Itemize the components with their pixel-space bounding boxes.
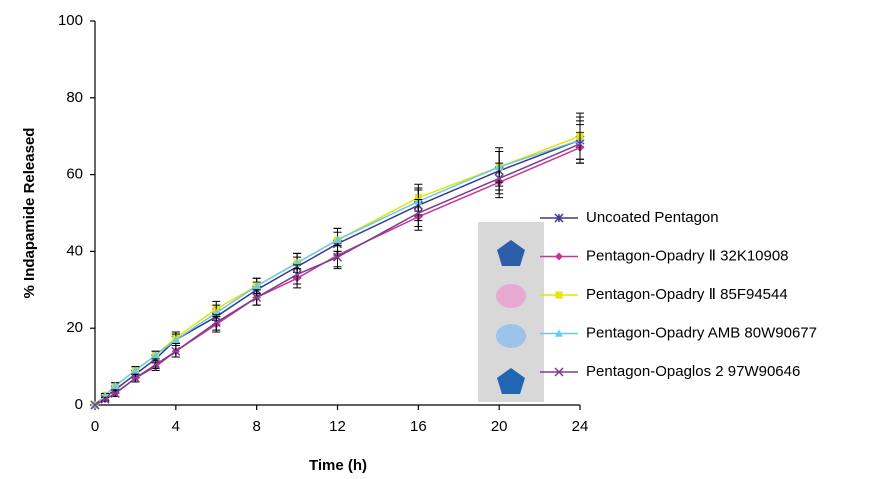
- marker: [130, 373, 140, 383]
- x-tick-label: 0: [91, 418, 99, 435]
- marker: [111, 381, 120, 389]
- x-tick-label: 8: [252, 418, 260, 435]
- marker: [212, 308, 221, 317]
- x-tick-label: 20: [491, 418, 508, 435]
- x-tick-label: 16: [410, 418, 427, 435]
- tablet: [497, 240, 525, 266]
- marker: [131, 366, 140, 374]
- legend-marker: [554, 213, 564, 223]
- marker: [252, 292, 262, 303]
- marker: [292, 269, 302, 279]
- x-tick-label: 12: [329, 418, 346, 435]
- marker: [171, 346, 181, 356]
- marker: [171, 335, 180, 343]
- marker: [293, 258, 302, 267]
- marker: [575, 139, 585, 149]
- marker: [100, 394, 110, 404]
- y-tick-label: 80: [66, 89, 83, 106]
- y-tick-label: 20: [66, 319, 83, 336]
- marker: [494, 173, 504, 183]
- y-tick-label: 0: [75, 396, 83, 413]
- legend-label: Pentagon-Opadry Ⅱ 85F94544: [586, 286, 788, 303]
- y-tick-label: 100: [58, 12, 83, 29]
- marker: [332, 252, 343, 262]
- legend-marker: [555, 252, 563, 261]
- x-tick-label: 4: [172, 418, 180, 435]
- y-axis-label: % Indapamide Released: [21, 128, 38, 299]
- legend-label: Pentagon-Opadry AMB 80W90677: [586, 324, 817, 341]
- marker: [413, 208, 423, 218]
- legend-marker: [554, 367, 564, 377]
- legend-label: Uncoated Pentagon: [586, 209, 719, 226]
- legend-label: Pentagon-Opadry Ⅱ 32K10908: [586, 247, 789, 264]
- y-tick-label: 40: [66, 242, 83, 259]
- marker: [110, 388, 120, 399]
- x-tick-label: 24: [572, 418, 589, 435]
- tablet: [496, 324, 526, 348]
- legend-label: Pentagon-Opaglos 2 97W90646: [586, 363, 800, 380]
- y-tick-label: 60: [66, 166, 83, 183]
- marker: [333, 235, 342, 244]
- marker: [90, 400, 100, 410]
- legend-marker: [555, 291, 563, 299]
- marker: [151, 351, 160, 359]
- x-axis-label: Time (h): [309, 457, 367, 474]
- legend-marker: [555, 329, 563, 337]
- marker: [252, 281, 261, 290]
- tablet: [497, 368, 525, 394]
- tablet: [496, 284, 526, 308]
- marker: [211, 317, 221, 327]
- marker: [151, 360, 161, 370]
- tablet-images: [478, 222, 544, 402]
